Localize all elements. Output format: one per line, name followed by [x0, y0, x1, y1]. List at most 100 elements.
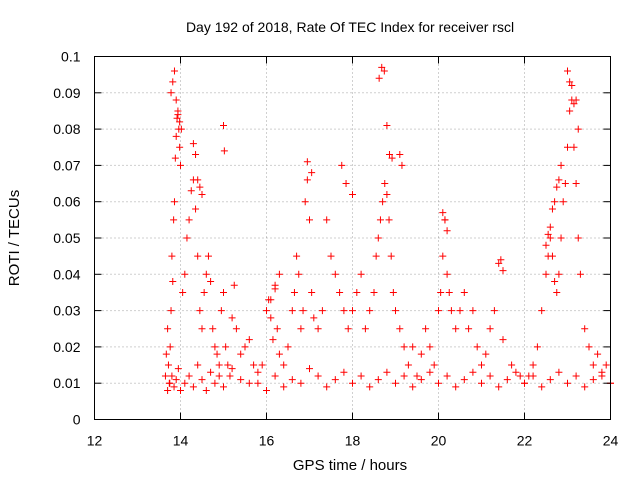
data-point	[340, 368, 348, 376]
y-axis-label: ROTI / TECUs	[6, 190, 23, 286]
data-point	[400, 372, 408, 380]
data-point	[512, 368, 520, 376]
data-point	[164, 361, 172, 369]
data-point	[529, 372, 537, 380]
data-point	[546, 223, 554, 231]
data-point	[383, 368, 391, 376]
data-point	[202, 386, 210, 394]
data-point	[366, 307, 374, 315]
data-point	[222, 343, 230, 351]
data-point	[516, 372, 524, 380]
data-point	[478, 361, 485, 369]
data-point	[409, 343, 417, 351]
data-point	[486, 325, 494, 333]
data-point	[566, 78, 574, 86]
x-axis-label: GPS time / hours	[293, 457, 407, 474]
data-point	[383, 121, 391, 129]
data-point	[267, 314, 275, 322]
data-point	[200, 288, 208, 296]
data-point	[170, 216, 178, 224]
data-point	[161, 372, 169, 380]
data-point	[572, 180, 580, 188]
data-point	[237, 376, 245, 384]
x-tick-label: 18	[345, 433, 361, 449]
data-point	[441, 216, 449, 224]
y-tick-labels: 0 0.01 0.02 0.03 0.04 0.05 0.06 0.07 0.08 0.09 0.1	[53, 49, 80, 428]
data-point	[299, 307, 307, 315]
x-tick-label: 22	[517, 433, 533, 449]
data-point	[170, 67, 178, 75]
data-point	[443, 372, 451, 380]
data-point	[303, 176, 311, 184]
data-point	[183, 234, 191, 242]
data-point	[426, 343, 434, 351]
data-point	[482, 350, 490, 358]
y-tick-label: 0.1	[61, 49, 81, 65]
data-point	[559, 198, 567, 206]
data-point	[396, 325, 404, 333]
y-tick-label: 0	[73, 412, 81, 428]
data-point	[310, 314, 318, 322]
data-point	[566, 107, 574, 115]
data-point	[232, 325, 240, 333]
data-point	[548, 205, 556, 213]
data-point	[295, 270, 303, 278]
y-tick-label: 0.02	[53, 339, 80, 355]
data-point	[228, 365, 236, 373]
data-point	[176, 118, 184, 126]
y-tick-label: 0.03	[53, 303, 80, 319]
data-point	[460, 376, 468, 384]
data-point	[331, 270, 339, 278]
data-point	[452, 383, 460, 391]
data-point	[553, 288, 561, 296]
data-point	[196, 183, 204, 191]
data-point	[486, 372, 494, 380]
data-point	[546, 376, 554, 384]
data-point	[209, 325, 217, 333]
data-point	[383, 190, 391, 198]
data-point	[189, 140, 197, 148]
data-point	[349, 379, 356, 387]
data-point	[171, 154, 179, 162]
data-point	[228, 314, 236, 322]
data-point	[166, 379, 174, 387]
data-point	[555, 270, 563, 278]
data-point	[495, 259, 503, 267]
data-point	[303, 158, 311, 166]
data-point	[340, 307, 348, 315]
data-point	[245, 336, 253, 344]
data-point	[220, 147, 228, 155]
data-point	[422, 325, 430, 333]
data-point	[473, 343, 481, 351]
data-point	[198, 190, 206, 198]
data-point	[585, 343, 593, 351]
data-point	[381, 180, 389, 188]
data-point	[196, 307, 204, 315]
data-point	[570, 143, 578, 151]
data-point	[192, 151, 200, 159]
data-point	[226, 372, 234, 380]
data-point	[361, 325, 369, 333]
data-point	[275, 350, 283, 358]
data-point	[430, 361, 438, 369]
data-point	[331, 376, 339, 384]
data-point	[465, 325, 473, 333]
data-point	[374, 234, 382, 242]
data-point	[181, 379, 189, 387]
data-point	[179, 288, 187, 296]
data-point	[164, 386, 172, 394]
data-point	[435, 307, 442, 315]
data-point	[167, 89, 175, 97]
data-point	[245, 379, 253, 387]
data-point	[174, 111, 182, 119]
data-point	[237, 350, 245, 358]
data-point	[181, 270, 189, 278]
data-point	[314, 325, 322, 333]
data-point	[380, 67, 388, 75]
data-point	[344, 325, 352, 333]
data-point	[263, 386, 270, 394]
data-point	[293, 252, 301, 260]
data-point	[376, 216, 384, 224]
y-tick-label: 0.09	[53, 85, 80, 101]
x-tick-label: 14	[173, 433, 189, 449]
